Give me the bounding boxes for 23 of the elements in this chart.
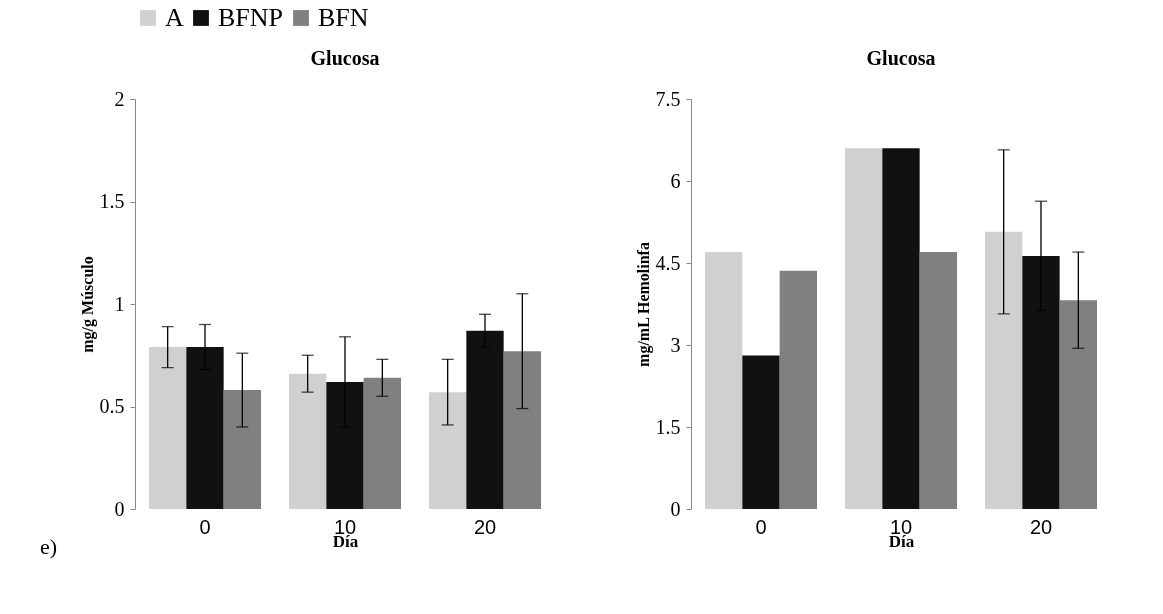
x-tick-label: 0 bbox=[755, 515, 767, 538]
y-tick-label: 2 bbox=[114, 87, 125, 110]
y-tick-label: 7.5 bbox=[655, 87, 681, 110]
y-tick-label: 4.5 bbox=[655, 251, 681, 274]
y-tick-label: 0 bbox=[114, 497, 125, 520]
x-tick-label: 0 bbox=[199, 515, 211, 538]
y-axis-title: mg/mL Hemolinfa bbox=[634, 242, 653, 367]
chart-title: Glucosa bbox=[310, 47, 380, 69]
y-tick-label: 1.5 bbox=[655, 415, 681, 438]
y-tick-label: 6 bbox=[670, 169, 681, 192]
chart-title: Glucosa bbox=[866, 47, 936, 69]
legend-label: BFNP bbox=[218, 3, 284, 32]
y-tick-label: 1.5 bbox=[99, 190, 125, 212]
legend-label: BFN bbox=[318, 3, 369, 32]
legend-label: A bbox=[165, 3, 184, 32]
x-tick-label: 20 bbox=[473, 515, 497, 538]
x-tick-label: 20 bbox=[1029, 515, 1053, 538]
y-tick-label: 3 bbox=[670, 333, 681, 356]
y-axis-title: mg/g Músculo bbox=[78, 256, 97, 353]
y-tick-label: 0 bbox=[670, 497, 681, 520]
y-tick-label: 1 bbox=[114, 292, 125, 315]
text: e) bbox=[40, 534, 58, 559]
y-tick-label: 0.5 bbox=[99, 395, 125, 417]
